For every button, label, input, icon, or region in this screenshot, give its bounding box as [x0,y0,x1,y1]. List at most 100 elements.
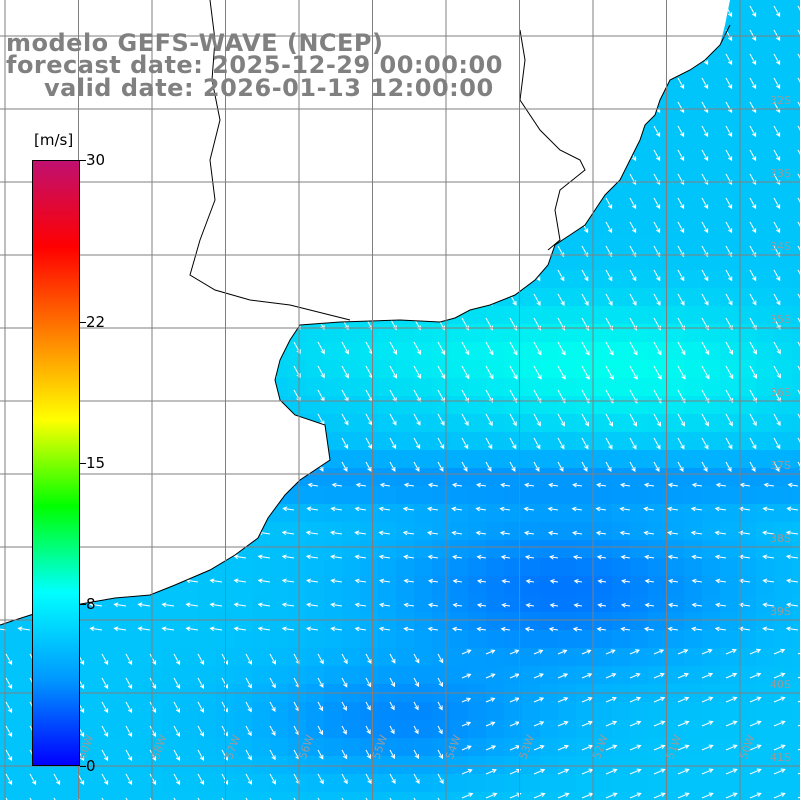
speed-cell [792,414,800,433]
wind-arrow [125,677,133,689]
speed-cell [270,774,289,793]
wind-arrow-head [703,84,709,90]
wind-arrow [716,580,727,583]
wind-arrow [485,745,496,751]
speed-cell [378,504,397,523]
wind-arrow [525,556,535,559]
wind-arrow [379,531,391,535]
speed-cell [756,612,775,631]
speed-cell [630,396,649,415]
wind-arrow-head [714,506,720,512]
speed-cell [342,342,361,361]
wind-arrow [557,293,565,306]
wind-arrow-head [281,554,287,560]
colorbar-tick-label: 22 [86,312,106,331]
wind-arrow [389,725,395,734]
speed-cell [54,792,73,800]
speed-cell [648,468,667,487]
wind-arrow [797,461,800,467]
speed-cell [504,306,523,325]
speed-cell [450,738,469,757]
wind-arrow-head [175,780,181,786]
wind-arrow-head [427,506,432,512]
speed-cell [360,378,379,397]
speed-cell [342,486,361,505]
wind-arrow [379,604,391,607]
wind-arrow [533,413,541,426]
wind-arrow [258,603,271,607]
speed-cell [684,234,703,253]
speed-cell [324,540,343,559]
wind-arrow-head [466,649,472,654]
wind-arrow-head [679,84,685,90]
speed-cell [756,720,775,739]
lat-label: 41S [770,751,791,764]
speed-cell [648,702,667,721]
speed-cell [558,576,577,595]
speed-cell [324,414,343,433]
wind-arrow [90,627,103,631]
wind-arrow-head [708,792,714,797]
speed-cell [576,342,595,361]
speed-cell [414,666,433,685]
speed-cell [540,378,559,397]
wind-arrow [677,269,685,281]
wind-arrow [715,627,727,631]
wind-arrow-head [367,659,372,664]
speed-cell [504,702,523,721]
wind-arrow-head [691,626,697,632]
wind-arrow [653,269,661,281]
wind-arrow [629,197,637,209]
speed-cell [360,360,379,379]
speed-cell [648,540,667,559]
speed-cell [306,378,325,397]
wind-arrow-head [438,754,444,760]
wind-arrow [173,725,180,737]
wind-arrow-head [732,744,738,749]
speed-cell [540,792,559,800]
wind-arrow-head [491,768,497,774]
speed-cell [702,126,721,145]
wind-arrow-head [476,578,482,584]
speed-cell [126,738,145,757]
wind-arrow-head [233,554,239,560]
wind-arrow-head [644,602,650,608]
wind-arrow-head [367,466,372,472]
wind-arrow [0,628,7,631]
wind-arrow-head [127,660,133,666]
wind-arrow [725,197,733,209]
wind-arrow [533,673,544,679]
speed-cell [468,612,487,631]
wind-arrow [629,365,638,380]
wind-arrow-head [608,301,613,306]
speed-cell [342,720,361,739]
wind-arrow-head [464,397,469,403]
speed-cell [432,432,451,451]
wind-arrow [53,773,61,785]
wind-arrow [677,389,686,403]
speed-cell [558,342,577,361]
wind-arrow [701,389,710,403]
wind-arrow [692,556,703,559]
speed-cell [504,486,523,505]
wind-arrow-head [632,421,637,427]
speed-cell [792,198,800,217]
wind-arrow [749,53,757,65]
speed-cell [558,450,577,469]
wind-arrow-head [438,705,443,711]
wind-arrow-head [271,659,276,665]
speed-cell [774,468,793,487]
speed-cell [522,522,541,541]
speed-cell [576,558,595,577]
wind-arrow-head [185,602,191,608]
speed-cell [198,720,217,739]
wind-arrow [581,697,592,703]
wind-arrow [404,484,415,487]
speed-cell [666,576,685,595]
wind-arrow [677,649,688,655]
wind-arrow-head [683,649,689,654]
wind-arrow-head [354,602,360,608]
speed-cell [450,612,469,631]
wind-arrow [125,725,133,737]
wind-arrow-head [475,506,481,512]
